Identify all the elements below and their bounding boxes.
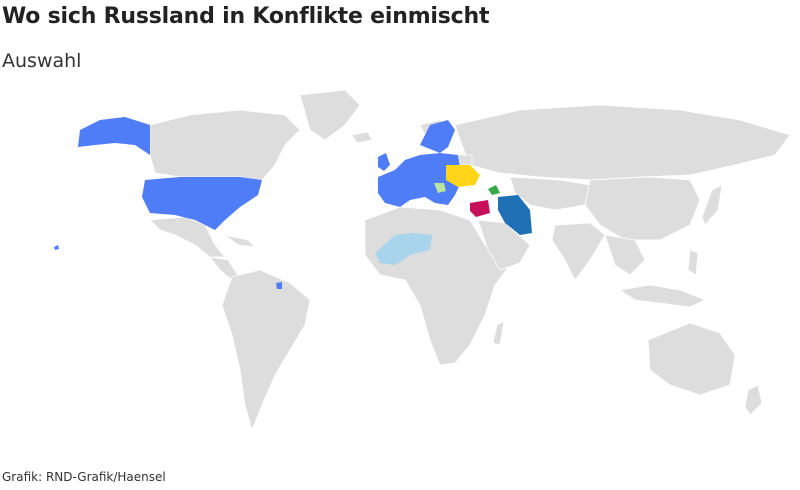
country-new-zealand	[744, 384, 763, 416]
philippines	[687, 249, 699, 276]
page-subtitle: Auswahl	[2, 50, 82, 72]
country-syria	[470, 200, 490, 217]
europe-nordic	[420, 120, 455, 153]
country-canada	[149, 109, 301, 181]
country-australia	[647, 322, 736, 396]
country-usa-hawaii	[54, 245, 59, 250]
country-madagascar	[492, 320, 505, 346]
land-masses	[149, 89, 791, 432]
country-greenland	[299, 89, 361, 141]
country-uk	[378, 153, 390, 171]
country-russia	[454, 104, 791, 181]
central-asia	[509, 176, 591, 211]
sahel-region	[375, 233, 432, 265]
southeast-asia	[604, 234, 646, 276]
indonesia	[618, 284, 707, 308]
south-america	[221, 269, 311, 432]
country-india	[551, 222, 606, 281]
source-credit: Grafik: RND-Grafik/Haensel	[2, 470, 166, 484]
country-usa-alaska	[78, 117, 150, 155]
country-ukraine	[446, 165, 480, 187]
country-mexico	[149, 216, 226, 258]
caribbean	[224, 234, 257, 248]
country-iceland	[351, 131, 373, 144]
country-caucasus	[488, 185, 500, 195]
highlighted-countries	[54, 117, 532, 289]
country-belarus	[457, 154, 473, 166]
world-map	[54, 89, 791, 432]
page-title: Wo sich Russland in Konflikte einmischt	[2, 4, 490, 29]
country-usa	[142, 177, 262, 230]
country-serbia	[434, 183, 446, 193]
country-iran	[498, 195, 532, 235]
europe-west	[378, 153, 462, 207]
china-mongolia	[584, 176, 701, 241]
country-japan	[701, 184, 723, 226]
country-french-guiana	[276, 282, 282, 289]
